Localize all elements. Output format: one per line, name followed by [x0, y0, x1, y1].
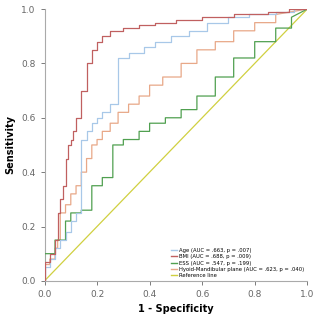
X-axis label: 1 - Specificity: 1 - Specificity	[138, 304, 214, 315]
Legend: Age (AUC = .663, p = .007), BMI (AUC = .688, p = .009), ESS (AUC = .547, p = .19: Age (AUC = .663, p = .007), BMI (AUC = .…	[171, 248, 305, 278]
Y-axis label: Sensitivity: Sensitivity	[5, 116, 16, 174]
